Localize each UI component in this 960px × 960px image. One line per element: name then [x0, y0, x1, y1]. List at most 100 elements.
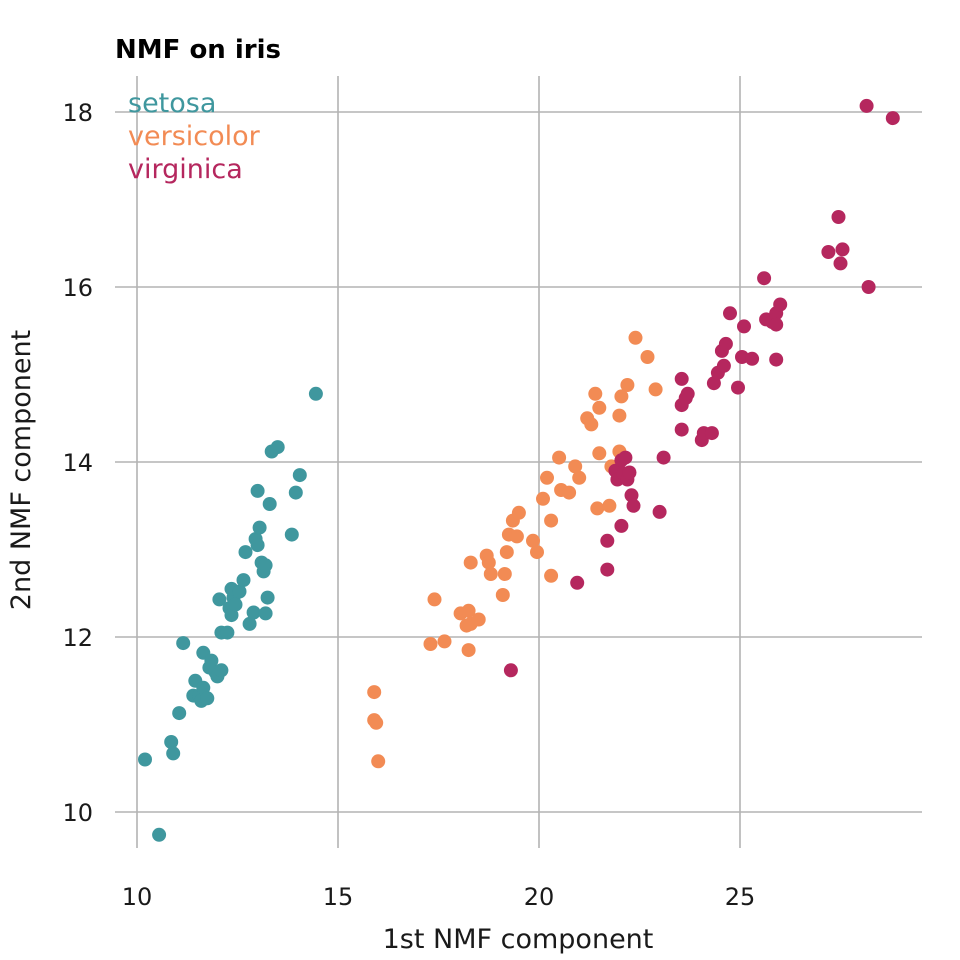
data-point-versicolor	[526, 533, 540, 548]
x-axis-label: 1st NMF component	[383, 924, 654, 955]
data-point-virginica	[769, 317, 784, 332]
data-point-versicolor	[367, 685, 382, 700]
data-point-versicolor	[602, 498, 617, 513]
data-point-setosa	[246, 605, 261, 620]
y-tick-label: 18	[62, 99, 93, 127]
data-point-versicolor	[552, 450, 567, 465]
data-point-versicolor	[423, 637, 438, 651]
data-point-setosa	[196, 680, 211, 695]
data-point-versicolor	[509, 529, 524, 544]
data-point-virginica	[885, 111, 900, 126]
data-point-versicolor	[511, 505, 526, 520]
data-point-virginica	[723, 306, 737, 321]
data-point-virginica	[821, 245, 836, 259]
data-point-setosa	[308, 386, 323, 401]
series-setosa	[138, 386, 323, 842]
data-point-setosa	[288, 485, 303, 500]
data-point-virginica	[731, 380, 745, 395]
data-point-setosa	[214, 663, 229, 678]
data-point-versicolor	[614, 389, 629, 404]
data-point-setosa	[172, 706, 187, 721]
data-point-versicolor	[497, 567, 512, 581]
data-point-virginica	[600, 562, 615, 577]
chart-title: NMF on iris	[115, 35, 281, 65]
data-point-setosa	[258, 558, 273, 573]
data-point-versicolor	[463, 555, 478, 570]
data-point-setosa	[270, 440, 285, 455]
data-point-virginica	[704, 426, 719, 441]
data-point-virginica	[624, 488, 639, 503]
data-point-versicolor	[544, 568, 559, 583]
data-point-versicolor	[568, 459, 583, 474]
data-point-virginica	[618, 450, 633, 465]
x-tick-label: 15	[323, 883, 354, 911]
data-point-virginica	[861, 280, 876, 294]
data-point-setosa	[238, 545, 253, 560]
data-point-virginica	[626, 498, 641, 513]
data-point-versicolor	[471, 612, 486, 627]
data-point-virginica	[831, 210, 846, 224]
y-tick-label: 14	[62, 449, 93, 477]
data-point-versicolor	[592, 446, 607, 461]
data-point-versicolor	[572, 470, 587, 485]
data-point-versicolor	[495, 588, 510, 602]
data-point-virginica	[737, 319, 751, 334]
data-point-versicolor	[590, 501, 605, 516]
data-point-setosa	[166, 746, 181, 761]
data-point-versicolor	[562, 485, 577, 500]
x-tick-label: 20	[524, 883, 555, 911]
data-point-setosa	[204, 653, 219, 668]
series-versicolor	[367, 330, 663, 769]
data-point-setosa	[250, 483, 265, 498]
data-point-versicolor	[461, 603, 476, 618]
data-point-versicolor	[461, 643, 476, 658]
data-point-versicolor	[483, 567, 498, 581]
data-point-virginica	[833, 256, 848, 271]
data-point-setosa	[138, 752, 152, 767]
y-tick-label: 12	[62, 624, 93, 652]
data-point-versicolor	[620, 378, 635, 392]
legend-item-versicolor: versicolor	[128, 121, 261, 152]
data-point-virginica	[757, 271, 772, 286]
data-point-setosa	[200, 691, 215, 706]
data-point-versicolor	[371, 754, 386, 769]
data-point-setosa	[176, 636, 191, 651]
data-point-versicolor	[648, 382, 663, 397]
data-point-versicolor	[499, 545, 514, 560]
data-point-virginica	[769, 352, 784, 367]
data-point-setosa	[152, 827, 167, 842]
data-point-setosa	[258, 606, 273, 621]
data-point-virginica	[859, 98, 874, 113]
data-point-setosa	[284, 527, 299, 542]
data-point-virginica	[716, 358, 731, 373]
y-axis-ticks: 10 12 14 16 18	[62, 99, 93, 827]
data-point-setosa	[250, 538, 265, 553]
data-point-virginica	[773, 297, 788, 312]
data-point-virginica	[503, 663, 518, 678]
data-point-versicolor	[536, 491, 550, 506]
data-point-versicolor	[481, 555, 496, 570]
data-point-virginica	[570, 575, 585, 590]
x-tick-label: 10	[122, 883, 153, 911]
x-tick-label: 25	[725, 883, 756, 911]
data-point-virginica	[745, 351, 760, 366]
data-point-setosa	[236, 573, 251, 588]
data-point-setosa	[292, 468, 307, 483]
data-point-setosa	[232, 584, 247, 599]
data-point-versicolor	[540, 470, 554, 485]
data-point-versicolor	[592, 400, 607, 415]
data-point-virginica	[652, 504, 667, 519]
legend-item-virginica: virginica	[128, 154, 243, 185]
data-point-virginica	[600, 533, 615, 548]
data-point-virginica	[656, 450, 671, 465]
data-point-versicolor	[427, 592, 442, 607]
grid-lines	[115, 76, 922, 848]
y-tick-label: 16	[62, 274, 93, 302]
x-axis-ticks: 10 15 20 25	[122, 883, 756, 911]
y-tick-label: 10	[62, 799, 93, 827]
data-point-virginica	[674, 371, 689, 386]
data-point-setosa	[220, 625, 235, 640]
data-point-versicolor	[612, 408, 627, 423]
data-point-versicolor	[640, 350, 655, 364]
data-point-setosa	[224, 608, 239, 623]
